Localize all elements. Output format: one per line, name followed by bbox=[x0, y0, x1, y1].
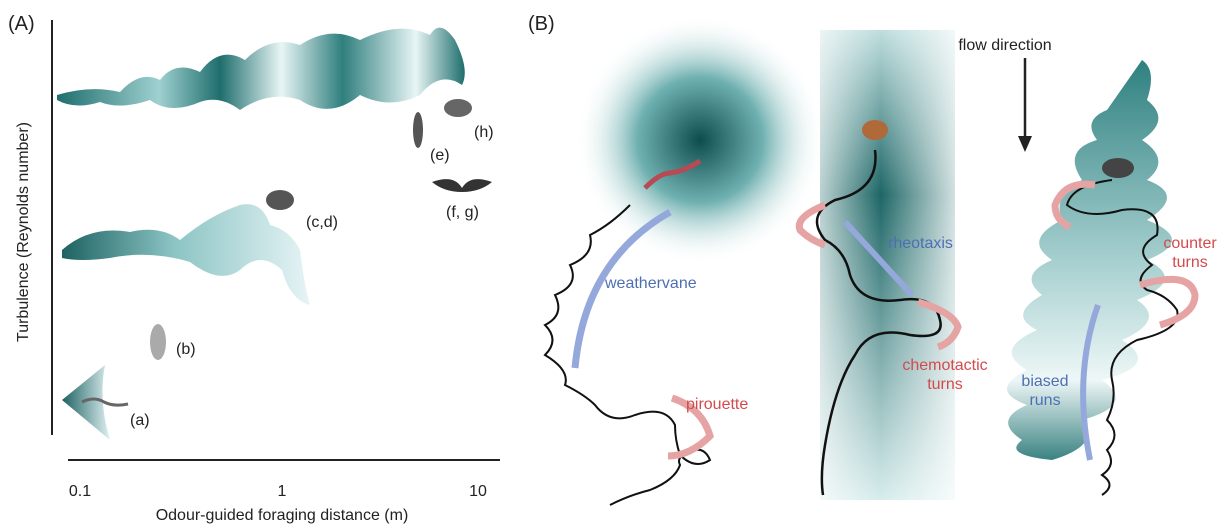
organism-label: (a) bbox=[130, 412, 150, 429]
moth-icon bbox=[432, 179, 492, 192]
x-tick-label: 10 bbox=[469, 483, 487, 500]
strategy-label: biased bbox=[1021, 373, 1068, 390]
organism-label: (h) bbox=[474, 124, 494, 141]
strategy-label: rheotaxis bbox=[888, 235, 953, 252]
panel-label: (A) bbox=[8, 13, 35, 35]
x-tick-label: 1 bbox=[278, 483, 287, 500]
figure: (A) Turbulence (Reynolds number) 0.1 1 1… bbox=[0, 0, 1225, 524]
flow-arrowhead bbox=[1018, 136, 1032, 152]
strategy-label: chemotactic bbox=[902, 357, 987, 374]
copepod-icon bbox=[150, 324, 166, 360]
organism-label: (e) bbox=[430, 147, 450, 164]
strategy-label: runs bbox=[1029, 392, 1060, 409]
flow-label: flow direction bbox=[958, 37, 1051, 54]
panel-label: (B) bbox=[528, 13, 555, 35]
ant-icon bbox=[413, 112, 423, 148]
fly-icon bbox=[444, 99, 472, 117]
organism-label: (b) bbox=[176, 341, 196, 358]
strategy-label: counter bbox=[1163, 235, 1217, 252]
organism-label: (c,d) bbox=[306, 214, 338, 231]
strategy-label: pirouette bbox=[686, 396, 748, 413]
fly-icon bbox=[1102, 158, 1134, 178]
x-tick-label: 0.1 bbox=[69, 483, 91, 500]
x-axis-title: Odour-guided foraging distance (m) bbox=[156, 507, 409, 524]
strategy-label: turns bbox=[1172, 254, 1208, 271]
y-axis-title: Turbulence (Reynolds number) bbox=[15, 122, 32, 342]
crab-icon bbox=[266, 190, 294, 210]
organism-label: (f, g) bbox=[446, 204, 479, 221]
plume-high bbox=[57, 28, 465, 110]
strategy-label: turns bbox=[927, 376, 963, 393]
crab-icon bbox=[862, 120, 888, 140]
plume-mid bbox=[62, 204, 310, 305]
odour-blob bbox=[575, 15, 825, 265]
strategy-label: weathervane bbox=[604, 275, 697, 292]
